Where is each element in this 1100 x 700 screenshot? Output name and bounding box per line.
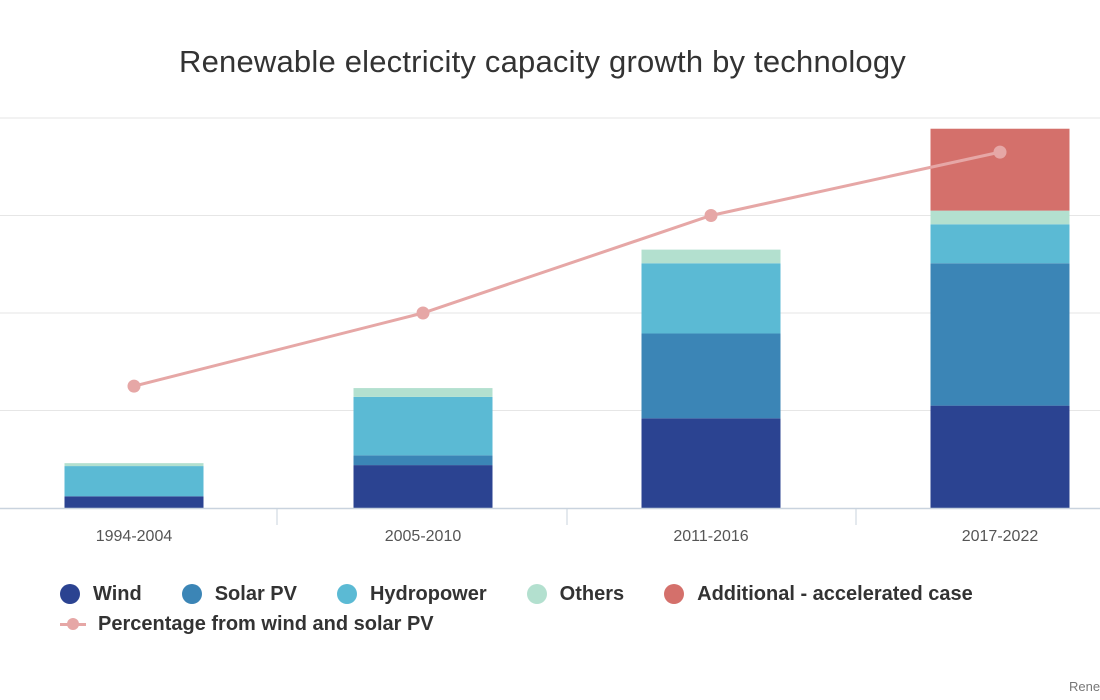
bar-segment[interactable] — [641, 333, 781, 419]
legend-label: Percentage from wind and solar PV — [98, 612, 434, 635]
legend-label: Hydropower — [369, 582, 487, 605]
bar-segment[interactable] — [64, 463, 204, 467]
legend-item[interactable]: Additional - accelerated case — [664, 583, 973, 606]
bar-segment[interactable] — [353, 396, 493, 456]
legend-swatch — [526, 584, 547, 604]
line-point[interactable] — [416, 306, 430, 320]
legend-row: Wind Solar PV Hydropower Others Additional -… — [60, 579, 1090, 609]
legend-row: Percentage from wind and solar PV — [60, 609, 1090, 639]
legend-label: Additional - accelerated case — [697, 582, 973, 605]
legend-line-swatch — [60, 614, 86, 634]
bar-segment[interactable] — [353, 465, 493, 508]
legend-swatch — [336, 584, 357, 604]
bar-segment[interactable] — [930, 405, 1070, 508]
legend-label: Others — [559, 582, 625, 605]
chart-plot: 1994-2004 2005-2010 2011-2016 2017-2022 — [0, 117, 1100, 545]
legend-swatch — [181, 584, 202, 604]
bar-segment[interactable] — [64, 496, 204, 508]
legend-item-line[interactable]: Percentage from wind and solar PV — [60, 613, 434, 636]
line-point[interactable] — [127, 379, 141, 393]
legend: Wind Solar PV Hydropower Others Additional -… — [60, 579, 1090, 639]
x-tick-label: 2017-2022 — [962, 528, 1039, 545]
legend-item[interactable]: Solar PV — [181, 582, 297, 606]
legend-item[interactable]: Others — [526, 582, 625, 606]
bar-segment[interactable] — [641, 418, 781, 508]
legend-swatch — [664, 584, 685, 604]
x-tick-label: 2005-2010 — [385, 528, 462, 545]
bar-segment[interactable] — [641, 249, 781, 264]
legend-swatch — [60, 584, 80, 604]
line-point[interactable] — [704, 209, 718, 222]
bar-segment[interactable] — [64, 466, 204, 497]
bar-segment[interactable] — [930, 128, 1070, 211]
bar-segment[interactable] — [930, 210, 1070, 225]
legend-item[interactable]: Hydropower — [336, 582, 487, 606]
legend-label: Solar PV — [214, 582, 297, 605]
bar-segment[interactable] — [641, 263, 781, 334]
x-tick-label: 1994-2004 — [96, 528, 173, 545]
legend-item[interactable]: Wind — [60, 583, 142, 606]
bar-segment[interactable] — [353, 388, 493, 397]
line-point[interactable] — [993, 145, 1007, 159]
bar-segment[interactable] — [930, 224, 1070, 264]
percentage-line — [133, 150, 1001, 388]
legend-label: Wind — [93, 582, 142, 605]
source-credit: Rene — [1069, 679, 1100, 694]
x-tick-label: 2011-2016 — [673, 528, 748, 545]
chart-title: Renewable electricity capacity growth by… — [178, 44, 906, 79]
bar-segment[interactable] — [930, 263, 1070, 406]
legend-line-point — [67, 618, 79, 630]
bar-segment[interactable] — [353, 455, 493, 466]
